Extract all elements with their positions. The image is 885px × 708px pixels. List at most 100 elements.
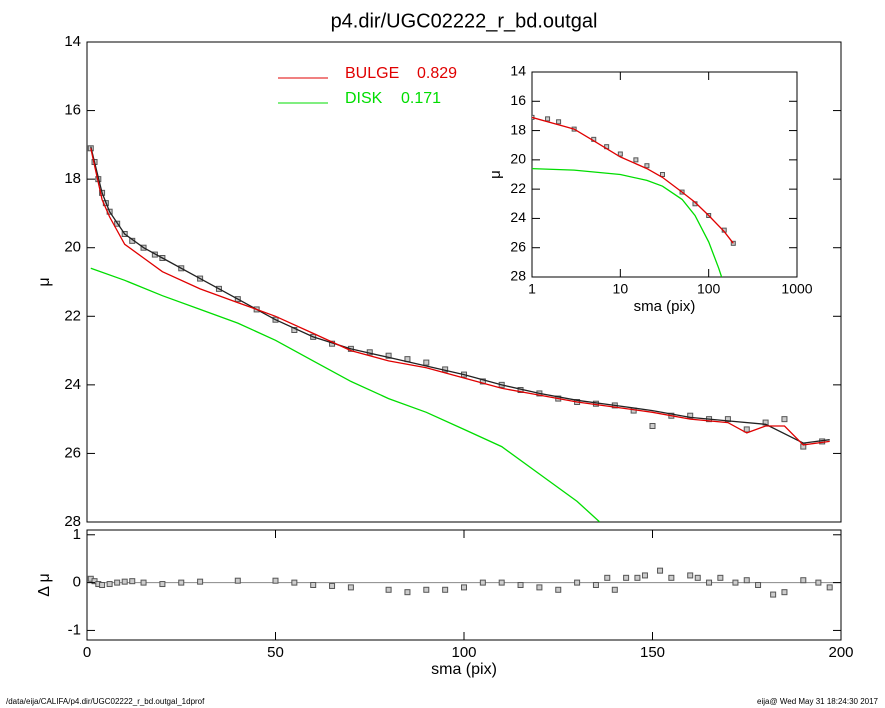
data-point [641, 572, 648, 579]
data-point [781, 589, 788, 596]
y-tick-label: 28 [64, 513, 81, 530]
y-tick-label: 24 [510, 209, 526, 225]
data-point [743, 577, 750, 584]
y-tick-label: 26 [64, 444, 81, 461]
data-point [762, 419, 769, 426]
data-point [291, 579, 298, 586]
y-tick-label: 20 [510, 151, 526, 167]
data-point [649, 423, 656, 429]
data-point [826, 584, 833, 591]
data-point [634, 574, 641, 581]
x-axis-label: sma (pix) [431, 661, 497, 678]
data-point [545, 116, 551, 122]
data-point [687, 572, 694, 579]
x-tick-label: 1 [528, 281, 536, 297]
data-point [755, 582, 762, 588]
y-tick-label: 16 [510, 92, 526, 108]
x-tick-label: 150 [640, 644, 665, 661]
data-point [404, 589, 411, 596]
data-point [423, 586, 430, 593]
data-point [479, 579, 486, 586]
y-axis-label: Δ μ [36, 573, 53, 596]
y-tick-label: 16 [64, 102, 81, 119]
series-line [532, 116, 734, 244]
data-point [385, 586, 392, 593]
legend-label: BULGE [345, 65, 399, 82]
data-point [659, 172, 665, 177]
data-point [706, 579, 713, 586]
data-point [461, 584, 467, 591]
data-point [517, 582, 524, 588]
data-point [694, 574, 701, 581]
data-point [556, 119, 562, 125]
data-point [140, 579, 147, 586]
data-point [159, 581, 166, 588]
series-line [90, 267, 601, 522]
y-tick-label: 0 [73, 574, 81, 591]
data-point [730, 240, 736, 246]
plot-area [87, 145, 830, 522]
series-line [532, 167, 723, 277]
y-tick-label: 20 [64, 239, 81, 256]
data-point [234, 577, 241, 584]
footer-path: /data/eija/CALIFA/p4.dir/UGC02222_r_bd.o… [6, 697, 205, 706]
data-point [197, 578, 204, 585]
y-axis-label: μ [36, 277, 53, 286]
y-tick-label: 28 [510, 268, 526, 284]
y-tick-label: 26 [510, 238, 526, 254]
y-tick-label: 14 [64, 33, 81, 50]
data-point [800, 577, 807, 584]
legend-value: 0.829 [417, 65, 457, 82]
data-point [611, 586, 618, 593]
data-point [668, 574, 675, 581]
data-point [574, 579, 581, 586]
data-point [129, 578, 136, 585]
y-axis-label: μ [487, 170, 504, 179]
data-point [687, 412, 694, 419]
series-line [90, 146, 830, 444]
data-point [536, 584, 543, 591]
data-point [442, 586, 449, 593]
data-point [329, 582, 336, 589]
data-point [743, 426, 750, 433]
data-point [423, 359, 430, 366]
data-point [770, 591, 777, 598]
x-tick-label: 10 [613, 281, 629, 297]
x-tick-label: 200 [828, 644, 853, 661]
y-tick-label: 1 [73, 526, 81, 543]
data-point [385, 352, 392, 359]
data-point [555, 586, 562, 593]
data-point [347, 584, 354, 591]
data-point [310, 582, 317, 588]
data-point [732, 579, 739, 586]
data-point [781, 416, 788, 423]
data-point [604, 574, 611, 581]
data-point [114, 579, 121, 586]
series-line [90, 148, 830, 446]
y-tick-label: 22 [64, 307, 81, 324]
data-point [717, 574, 724, 581]
y-tick-label: 18 [64, 170, 81, 187]
data-point [121, 578, 128, 585]
y-tick-label: 24 [64, 376, 81, 393]
data-point [617, 151, 623, 157]
y-tick-label: -1 [68, 621, 81, 638]
chart-title: p4.dir/UGC02222_r_bd.outgal [331, 10, 598, 32]
legend-label: DISK [345, 90, 383, 107]
data-point [623, 574, 630, 581]
y-tick-label: 14 [510, 63, 526, 79]
data-point [479, 378, 486, 385]
data-point [99, 582, 106, 588]
data-point [106, 581, 113, 588]
data-point [498, 579, 505, 586]
data-point [272, 577, 279, 584]
x-tick-label: 1000 [781, 281, 812, 297]
data-point [178, 579, 185, 586]
plot-area [87, 567, 841, 598]
data-point [633, 157, 639, 163]
x-tick-label: 0 [83, 644, 91, 661]
legend-value: 0.171 [401, 90, 441, 107]
x-tick-label: 100 [451, 644, 476, 661]
data-point [724, 416, 731, 423]
